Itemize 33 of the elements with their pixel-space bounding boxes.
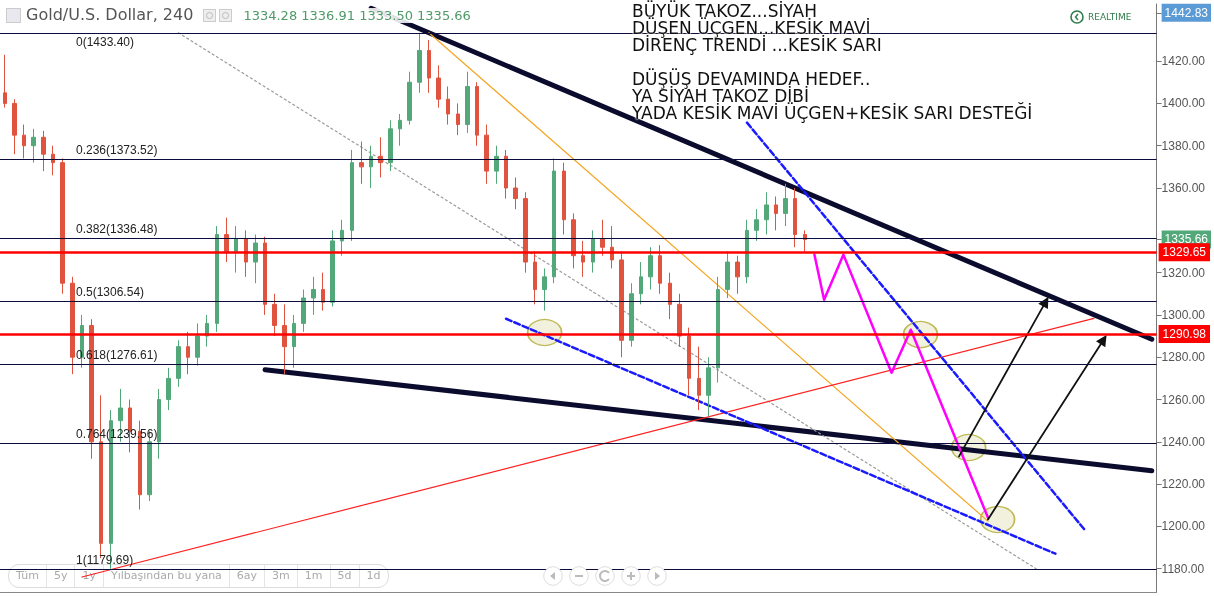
y-tick-label: 1180.00 [1161, 561, 1205, 576]
annotation: 1m [297, 565, 331, 587]
y-tick-label: 1400.00 [1161, 96, 1206, 111]
y-tick-label: 1240.00 [1161, 434, 1206, 449]
y-tick-label: 1380.00 [1161, 138, 1206, 153]
y-tick-label: 1300.00 [1161, 307, 1206, 322]
ref-line-label: 1290.98 [1162, 327, 1207, 341]
y-tick-label: 1280.00 [1161, 350, 1206, 365]
annotation: Yılbaşından bu yana [110, 569, 222, 582]
ref-line-label: 0.236(1373.52) [76, 143, 158, 158]
y-tick-label: 1360.00 [1161, 181, 1206, 196]
annotation: 6ay [229, 565, 266, 587]
y-tick-label: 1260.00 [1161, 392, 1206, 407]
annotation: 3m [265, 565, 298, 587]
annotation: 5y [46, 565, 76, 587]
ref-line-label: 1329.65 [1162, 245, 1207, 260]
annotation: Tüm [9, 565, 47, 587]
y-tick-label: 1220.00 [1161, 477, 1206, 492]
y-tick-label: 1335.66 [1164, 232, 1209, 247]
y-tick-label: 1200.00 [1161, 519, 1206, 534]
ref-line-label: 0.5(1306.54) [76, 285, 145, 300]
y-tick-label: 1320.00 [1161, 265, 1206, 280]
annotation: BÜYÜK TAKOZ...SİYAH [632, 1, 817, 21]
annotation: REALTIME [1088, 12, 1132, 22]
y-tick-label: 1442.83 [1164, 5, 1209, 20]
annotation: 1d [365, 568, 382, 584]
chart-title: Gold/U.S. Dollar, 240 [26, 5, 194, 24]
ref-line-label: 0(1433.40) [76, 34, 135, 49]
chart-subtitle: 1334.28 1336.91 1333.50 1335.66 [243, 8, 471, 23]
y-tick-label: 1420.00 [1161, 54, 1206, 69]
annotation: 5d [330, 565, 360, 587]
annotation: YADA KESİK MAVİ ÜÇGEN+KESİK SARI DESTEĞİ [632, 103, 1033, 123]
ref-line-label: 0.382(1336.48) [76, 221, 158, 236]
